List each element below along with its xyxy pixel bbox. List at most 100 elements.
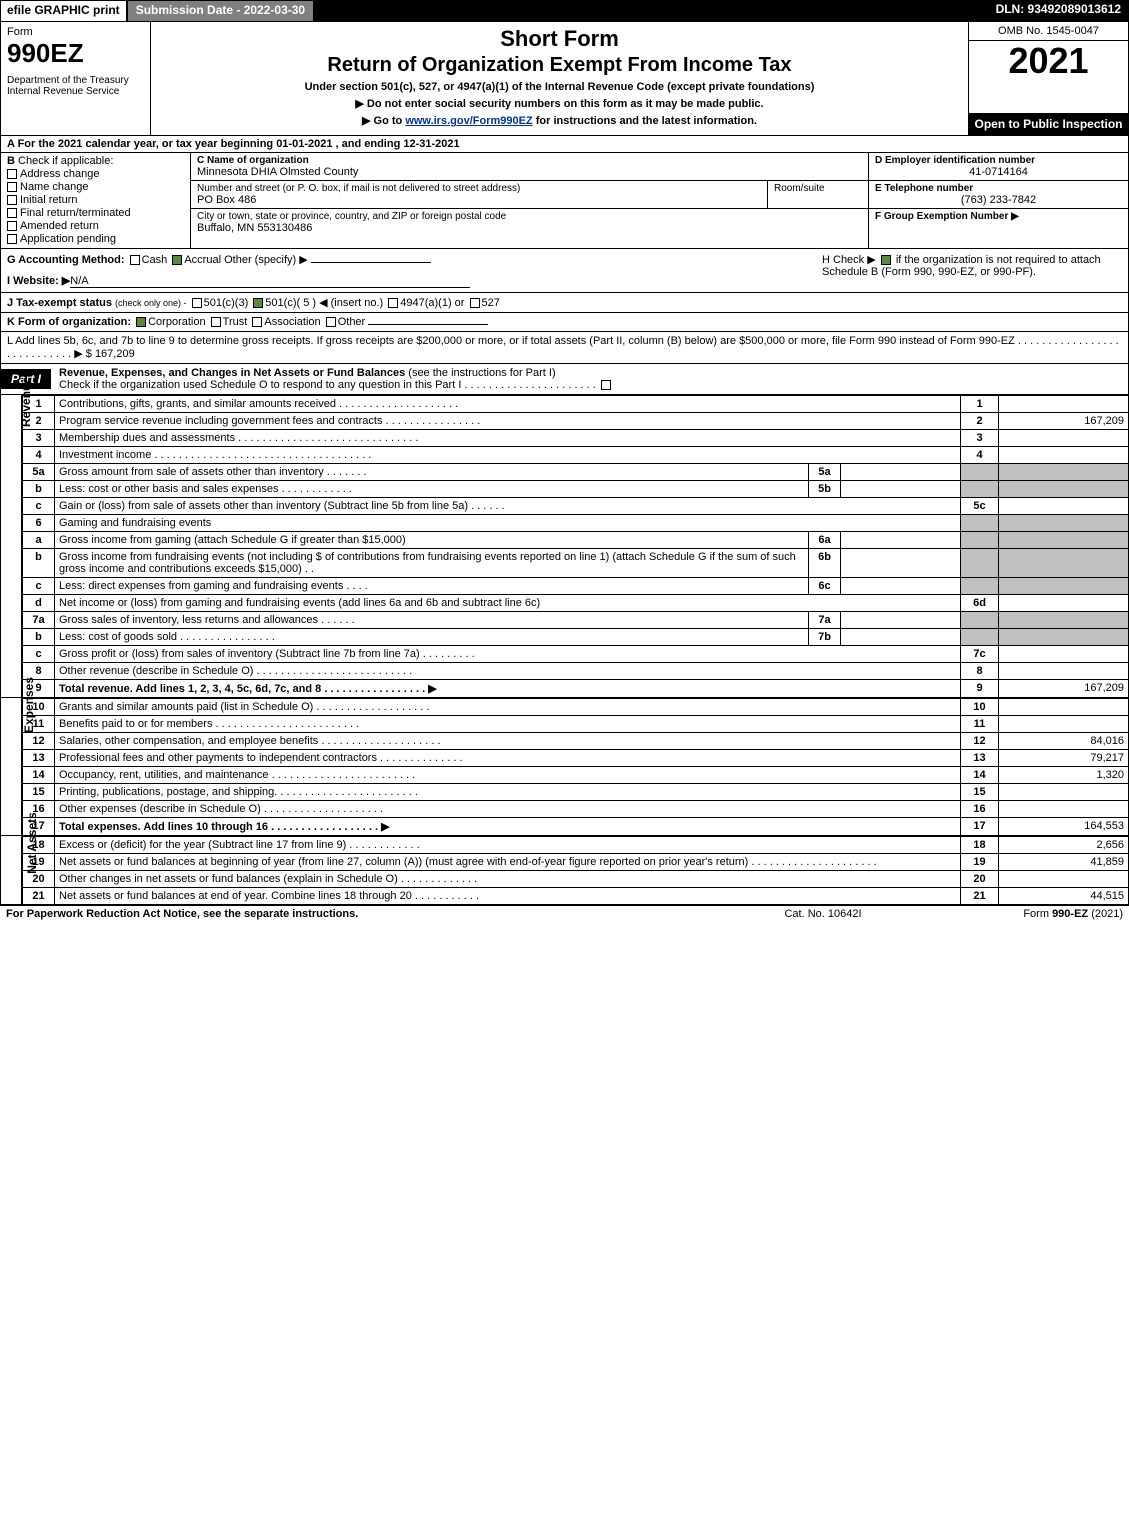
chk-527[interactable] [470,298,480,308]
line-1-box: 1 [961,396,999,413]
row-l: L Add lines 5b, 6c, and 7b to line 9 to … [0,332,1129,364]
line-14: 14Occupancy, rent, utilities, and mainte… [23,767,1129,784]
line-18: 18Excess or (deficit) for the year (Subt… [23,837,1129,854]
line-7b: bLess: cost of goods sold . . . . . . . … [23,629,1129,646]
line-2-desc: Program service revenue including govern… [55,413,961,430]
dln-number: DLN: 93492089013612 [988,0,1129,22]
chk-other-org[interactable] [326,317,336,327]
501c-label: 501(c)( 5 ) ◀ (insert no.) [265,297,383,309]
line-14-val: 1,320 [999,767,1129,784]
line-19-val: 41,859 [999,854,1129,871]
other-specify-field[interactable] [311,262,431,263]
chk-initial-return[interactable]: Initial return [7,194,184,206]
form-number: 990EZ [7,38,144,69]
chk-cash[interactable] [130,255,140,265]
chk-schedule-b[interactable] [881,255,891,265]
chk-schedule-o[interactable] [601,380,611,390]
form-990ez-page: efile GRAPHIC print Submission Date - 20… [0,0,1129,922]
expenses-side-text: Expenses [22,677,36,733]
row-j: J Tax-exempt status (check only one) - 5… [0,293,1129,313]
chk-501c[interactable] [253,298,263,308]
line-5a-num: 5a [23,464,55,481]
header-right: OMB No. 1545-0047 2021 Open to Public In… [968,22,1128,135]
line-13-desc: Professional fees and other payments to … [55,750,961,767]
line-5b-num: b [23,481,55,498]
line-21-num: 21 [23,888,55,905]
row-k: K Form of organization: Corporation Trus… [0,313,1129,332]
chk-association[interactable] [252,317,262,327]
line-7a-il: 7a [809,612,841,629]
line-3-desc: Membership dues and assessments . . . . … [55,430,961,447]
group-label: F Group Exemption Number ▶ [875,211,1122,222]
line-9: 9Total revenue. Add lines 1, 2, 3, 4, 5c… [23,680,1129,698]
city-cell: City or town, state or province, country… [191,209,868,236]
line-6-shade [961,515,999,532]
line-20-desc: Other changes in net assets or fund bala… [55,871,961,888]
irs-link[interactable]: www.irs.gov/Form990EZ [405,115,532,127]
line-7c-val [999,646,1129,663]
goto-instruction: ▶ Go to www.irs.gov/Form990EZ for instru… [159,114,960,127]
line-21-desc: Net assets or fund balances at end of ye… [55,888,961,905]
block-bcdef: B Check if applicable: Address change Na… [0,153,1129,249]
line-15-box: 15 [961,784,999,801]
row-k-label: K Form of organization: [7,316,131,328]
line-6a-desc: Gross income from gaming (attach Schedul… [55,532,809,549]
tax-year: 2021 [969,41,1128,113]
chk-amended-return[interactable]: Amended return [7,220,184,232]
line-5b-valshade [999,481,1129,498]
line-17: 17Total expenses. Add lines 10 through 1… [23,818,1129,836]
row-g: G Accounting Method: Cash Accrual Other … [7,253,822,288]
line-9-desc: Total revenue. Add lines 1, 2, 3, 4, 5c,… [55,680,961,698]
org-name-value: Minnesota DHIA Olmsted County [197,166,862,178]
line-12-box: 12 [961,733,999,750]
line-5b-desc: Less: cost or other basis and sales expe… [55,481,809,498]
chk-501c3[interactable] [192,298,202,308]
submission-date: Submission Date - 2022-03-30 [127,0,314,22]
chk-address-change[interactable]: Address change [7,168,184,180]
line-6b-iv [841,549,961,578]
section-def: D Employer identification number 41-0714… [868,153,1128,248]
line-5a-iv [841,464,961,481]
line-18-desc: Excess or (deficit) for the year (Subtra… [55,837,961,854]
line-5b-iv [841,481,961,498]
chk-final-return[interactable]: Final return/terminated [7,207,184,219]
line-1-desc: Contributions, gifts, grants, and simila… [55,396,961,413]
footer-right: Form 990-EZ (2021) [923,908,1123,920]
net-assets-table: 18Excess or (deficit) for the year (Subt… [22,836,1129,905]
efile-graphic-print[interactable]: efile GRAPHIC print [0,0,127,22]
line-6b-valshade [999,549,1129,578]
row-i: I Website: ▶N/A [7,274,822,288]
line-13-box: 13 [961,750,999,767]
row-l-text: L Add lines 5b, 6c, and 7b to line 9 to … [7,335,1119,360]
line-13: 13Professional fees and other payments t… [23,750,1129,767]
ssn-warning: ▶ Do not enter social security numbers o… [159,97,960,110]
line-7c-desc: Gross profit or (loss) from sales of inv… [55,646,961,663]
line-3-box: 3 [961,430,999,447]
chk-accrual[interactable] [172,255,182,265]
chk-corporation[interactable] [136,317,146,327]
expenses-table: 10Grants and similar amounts paid (list … [22,698,1129,836]
part-i-check: Check if the organization used Schedule … [59,379,596,391]
expenses-side-label: Expenses [0,698,22,836]
line-6d-desc: Net income or (loss) from gaming and fun… [55,595,961,612]
topbar-spacer [314,0,987,22]
line-16-val [999,801,1129,818]
line-5c-num: c [23,498,55,515]
chk-trust[interactable] [211,317,221,327]
line-6b-num: b [23,549,55,578]
chk-name-change[interactable]: Name change [7,181,184,193]
line-7b-desc: Less: cost of goods sold . . . . . . . .… [55,629,809,646]
net-side-label: Net Assets [0,836,22,905]
room-cell: Room/suite [768,181,868,208]
line-5a-desc: Gross amount from sale of assets other t… [55,464,809,481]
line-6a-valshade [999,532,1129,549]
line-4-val [999,447,1129,464]
chk-address-change-label: Address change [20,168,100,180]
chk-4947[interactable] [388,298,398,308]
omb-number: OMB No. 1545-0047 [969,22,1128,41]
line-6a-il: 6a [809,532,841,549]
chk-application-pending[interactable]: Application pending [7,233,184,245]
line-18-val: 2,656 [999,837,1129,854]
line-7b-valshade [999,629,1129,646]
other-org-field[interactable] [368,324,488,325]
